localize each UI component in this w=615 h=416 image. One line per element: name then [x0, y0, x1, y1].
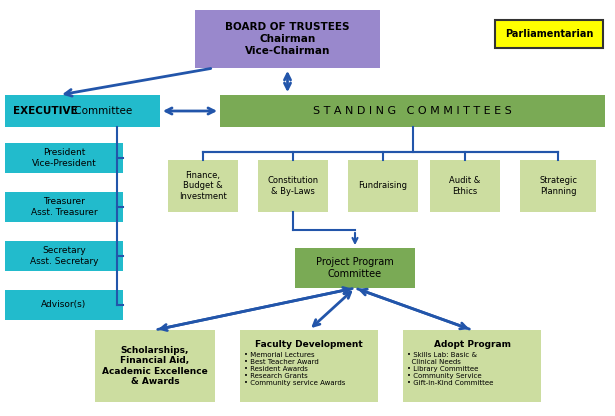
- Text: BOARD OF TRUSTEES
Chairman
Vice-Chairman: BOARD OF TRUSTEES Chairman Vice-Chairman: [225, 22, 350, 56]
- Bar: [295, 248, 415, 288]
- Text: Strategic
Planning: Strategic Planning: [539, 176, 577, 196]
- Bar: [5, 192, 123, 222]
- Text: Parliamentarian: Parliamentarian: [505, 29, 593, 39]
- Text: Faculty Development: Faculty Development: [255, 340, 363, 349]
- Bar: [195, 10, 380, 68]
- Bar: [5, 241, 123, 271]
- Bar: [430, 160, 500, 212]
- Text: EXECUTIVE: EXECUTIVE: [13, 106, 77, 116]
- Bar: [220, 95, 605, 127]
- Bar: [5, 95, 160, 127]
- Text: Secretary
Asst. Secretary: Secretary Asst. Secretary: [30, 246, 98, 266]
- Bar: [403, 330, 541, 402]
- Bar: [520, 160, 596, 212]
- Bar: [168, 160, 238, 212]
- Text: President
Vice-President: President Vice-President: [31, 148, 97, 168]
- Text: Audit &
Ethics: Audit & Ethics: [450, 176, 481, 196]
- Text: Scholarships,
Financial Aid,
Academic Excellence
& Awards: Scholarships, Financial Aid, Academic Ex…: [102, 346, 208, 386]
- Bar: [495, 20, 603, 48]
- Text: Fundraising: Fundraising: [359, 181, 408, 191]
- Text: Project Program
Committee: Project Program Committee: [316, 257, 394, 279]
- Text: S T A N D I N G   C O M M I T T E E S: S T A N D I N G C O M M I T T E E S: [313, 106, 512, 116]
- Text: • Skills Lab: Basic &
  Clinical Needs
• Library Committee
• Community Service
•: • Skills Lab: Basic & Clinical Needs • L…: [407, 352, 493, 386]
- Bar: [258, 160, 328, 212]
- Bar: [240, 330, 378, 402]
- Bar: [5, 143, 123, 173]
- Bar: [348, 160, 418, 212]
- Text: Constitution
& By-Laws: Constitution & By-Laws: [268, 176, 319, 196]
- Text: Committee: Committee: [71, 106, 132, 116]
- Text: Adopt Program: Adopt Program: [434, 340, 510, 349]
- Text: • Memorial Lectures
• Best Teacher Award
• Resident Awards
• Research Grants
• C: • Memorial Lectures • Best Teacher Award…: [244, 352, 346, 386]
- Bar: [5, 290, 123, 320]
- Text: Advisor(s): Advisor(s): [41, 300, 87, 310]
- Text: Treasurer
Asst. Treasurer: Treasurer Asst. Treasurer: [31, 197, 97, 217]
- Text: Finance,
Budget &
Investment: Finance, Budget & Investment: [179, 171, 227, 201]
- Bar: [95, 330, 215, 402]
